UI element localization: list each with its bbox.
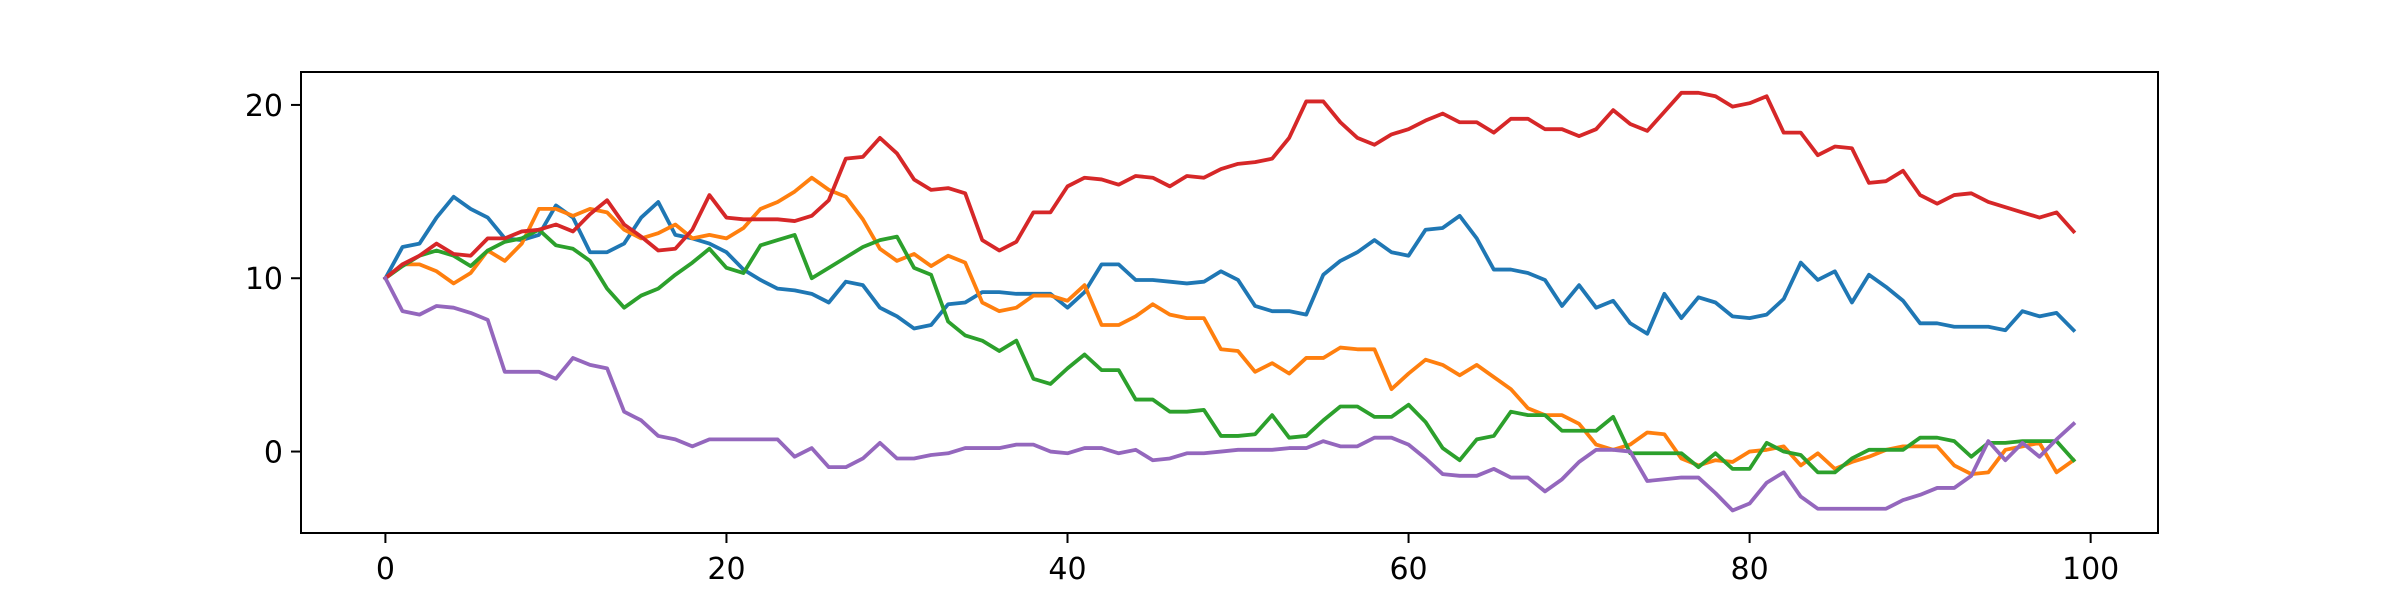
x-tick-label: 20 [707, 552, 745, 587]
line-series [382, 275, 2077, 513]
plot-frame [300, 71, 2159, 534]
line-series [382, 175, 2077, 476]
y-tick-label: 10 [245, 262, 283, 297]
x-tick-label: 60 [1389, 552, 1427, 587]
line-series [382, 194, 2077, 336]
x-tick-label: 100 [2062, 552, 2119, 587]
x-tick-label: 0 [376, 552, 395, 587]
x-tick-label: 40 [1048, 552, 1086, 587]
y-tick-label: 0 [264, 436, 283, 471]
x-tick-label: 80 [1731, 552, 1769, 587]
y-tick-label: 20 [245, 89, 283, 124]
line-series [382, 227, 2077, 475]
line-series [382, 90, 2077, 281]
